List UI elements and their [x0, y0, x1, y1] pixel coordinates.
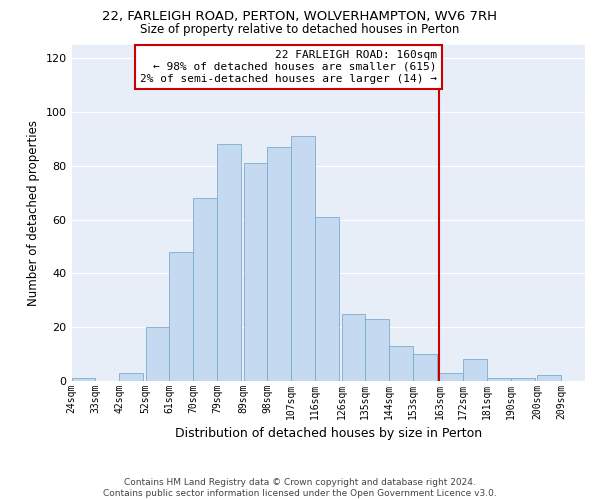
- Bar: [341, 314, 365, 380]
- Bar: [71, 378, 95, 380]
- Bar: [193, 198, 217, 380]
- Bar: [268, 147, 291, 380]
- Bar: [365, 319, 389, 380]
- Text: Contains HM Land Registry data © Crown copyright and database right 2024.
Contai: Contains HM Land Registry data © Crown c…: [103, 478, 497, 498]
- Bar: [413, 354, 437, 380]
- Bar: [511, 378, 535, 380]
- Bar: [169, 252, 193, 380]
- Bar: [315, 217, 339, 380]
- Y-axis label: Number of detached properties: Number of detached properties: [27, 120, 40, 306]
- Bar: [146, 327, 169, 380]
- Text: 22, FARLEIGH ROAD, PERTON, WOLVERHAMPTON, WV6 7RH: 22, FARLEIGH ROAD, PERTON, WOLVERHAMPTON…: [103, 10, 497, 23]
- Bar: [119, 372, 143, 380]
- Bar: [538, 376, 561, 380]
- Bar: [463, 359, 487, 380]
- Text: 22 FARLEIGH ROAD: 160sqm
← 98% of detached houses are smaller (615)
2% of semi-d: 22 FARLEIGH ROAD: 160sqm ← 98% of detach…: [140, 50, 437, 84]
- Bar: [217, 144, 241, 380]
- Bar: [389, 346, 413, 380]
- Bar: [291, 136, 315, 380]
- Bar: [439, 372, 463, 380]
- Text: Size of property relative to detached houses in Perton: Size of property relative to detached ho…: [140, 22, 460, 36]
- Bar: [244, 163, 268, 380]
- X-axis label: Distribution of detached houses by size in Perton: Distribution of detached houses by size …: [175, 427, 482, 440]
- Bar: [487, 378, 511, 380]
